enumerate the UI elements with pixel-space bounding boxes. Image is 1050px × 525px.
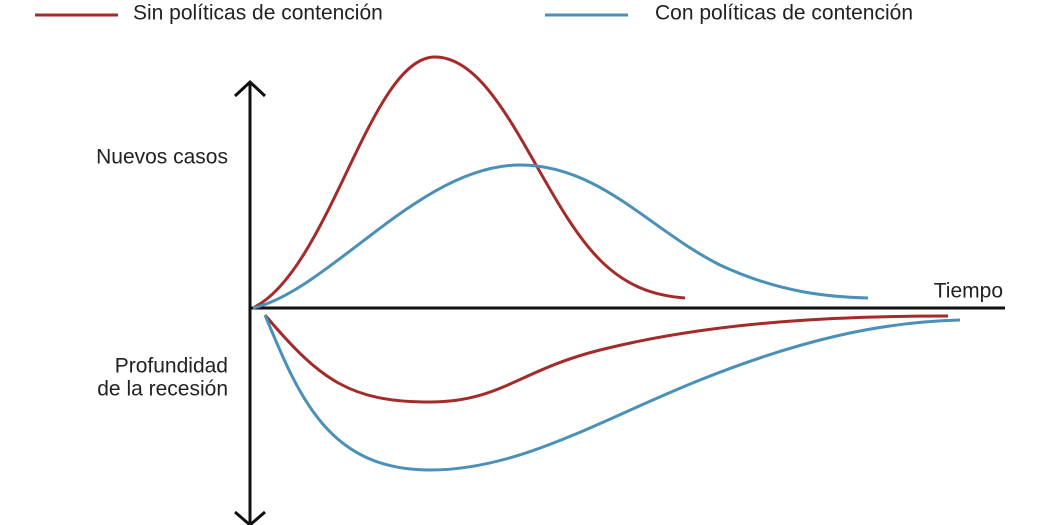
recession-curve <box>263 314 949 404</box>
recession-curve <box>263 314 961 472</box>
cases-curve <box>252 55 686 310</box>
y-lower-label: de la recesión <box>97 378 228 401</box>
y-upper-label: Nuevos casos <box>96 146 228 169</box>
legend-label: Con políticas de contención <box>655 2 913 25</box>
legend-label: Sin políticas de contención <box>133 2 383 25</box>
x-label: Tiempo <box>934 280 1003 303</box>
cases-curve <box>252 163 869 310</box>
y-axis-arrow <box>234 510 266 525</box>
y-lower-label: Profundidad <box>115 355 228 378</box>
y-axis-arrow <box>233 79 267 98</box>
